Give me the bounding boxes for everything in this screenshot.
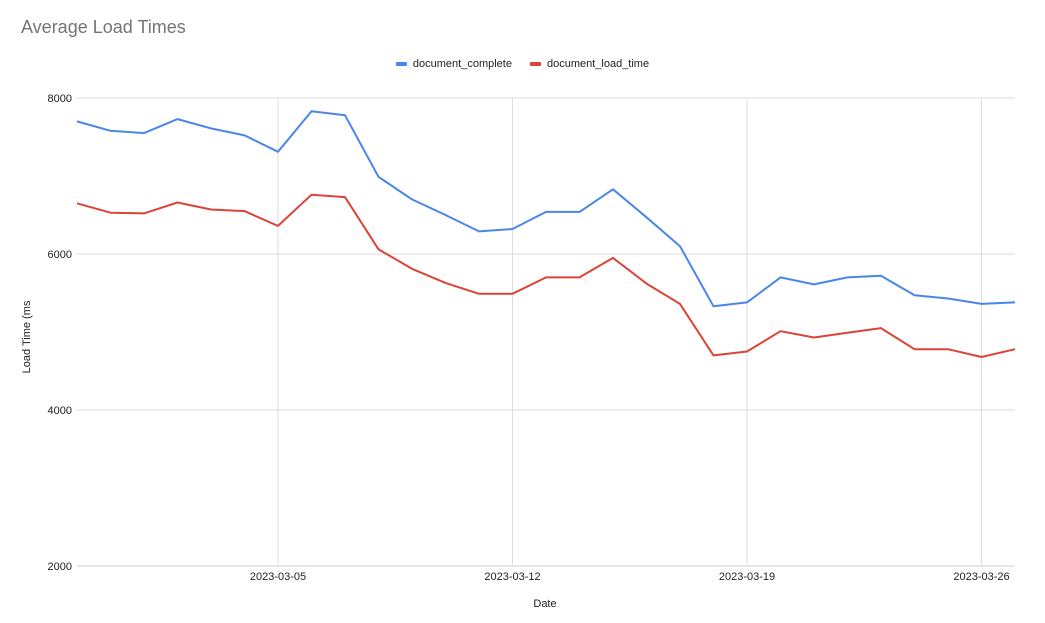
chart-title: Average Load Times xyxy=(21,17,186,37)
y-tick-label: 4000 xyxy=(48,405,72,417)
legend-label-document-load-time: document_load_time xyxy=(546,58,650,70)
series-line-document-complete xyxy=(76,110,1016,308)
x-tick-label: 2023-03-19 xyxy=(719,571,775,583)
x-axis-title: Date xyxy=(533,598,556,610)
x-tick-label: 2023-03-26 xyxy=(953,571,1009,583)
legend-item-document-load-time[interactable]: document_load_time xyxy=(529,58,650,70)
legend: document_complete document_load_time xyxy=(0,58,1045,70)
gridlines xyxy=(77,97,1015,567)
axes: 2000 4000 6000 8000 2023-03-05 2023-03-12 2023… xyxy=(48,93,1010,583)
legend-item-document-complete[interactable]: document_complete xyxy=(395,58,512,70)
legend-swatch-document-complete xyxy=(395,62,407,66)
series-lines xyxy=(76,110,1016,358)
y-tick-label: 2000 xyxy=(48,561,72,573)
legend-label-document-complete: document_complete xyxy=(412,58,512,70)
y-axis-title: Load Time (ms xyxy=(21,300,33,373)
series-line-document-load-time xyxy=(76,193,1016,358)
x-tick-label: 2023-03-12 xyxy=(484,571,540,583)
y-tick-label: 8000 xyxy=(48,93,72,105)
legend-swatch-document-load-time xyxy=(529,62,541,66)
x-tick-label: 2023-03-05 xyxy=(250,571,306,583)
y-tick-label: 6000 xyxy=(48,249,72,261)
